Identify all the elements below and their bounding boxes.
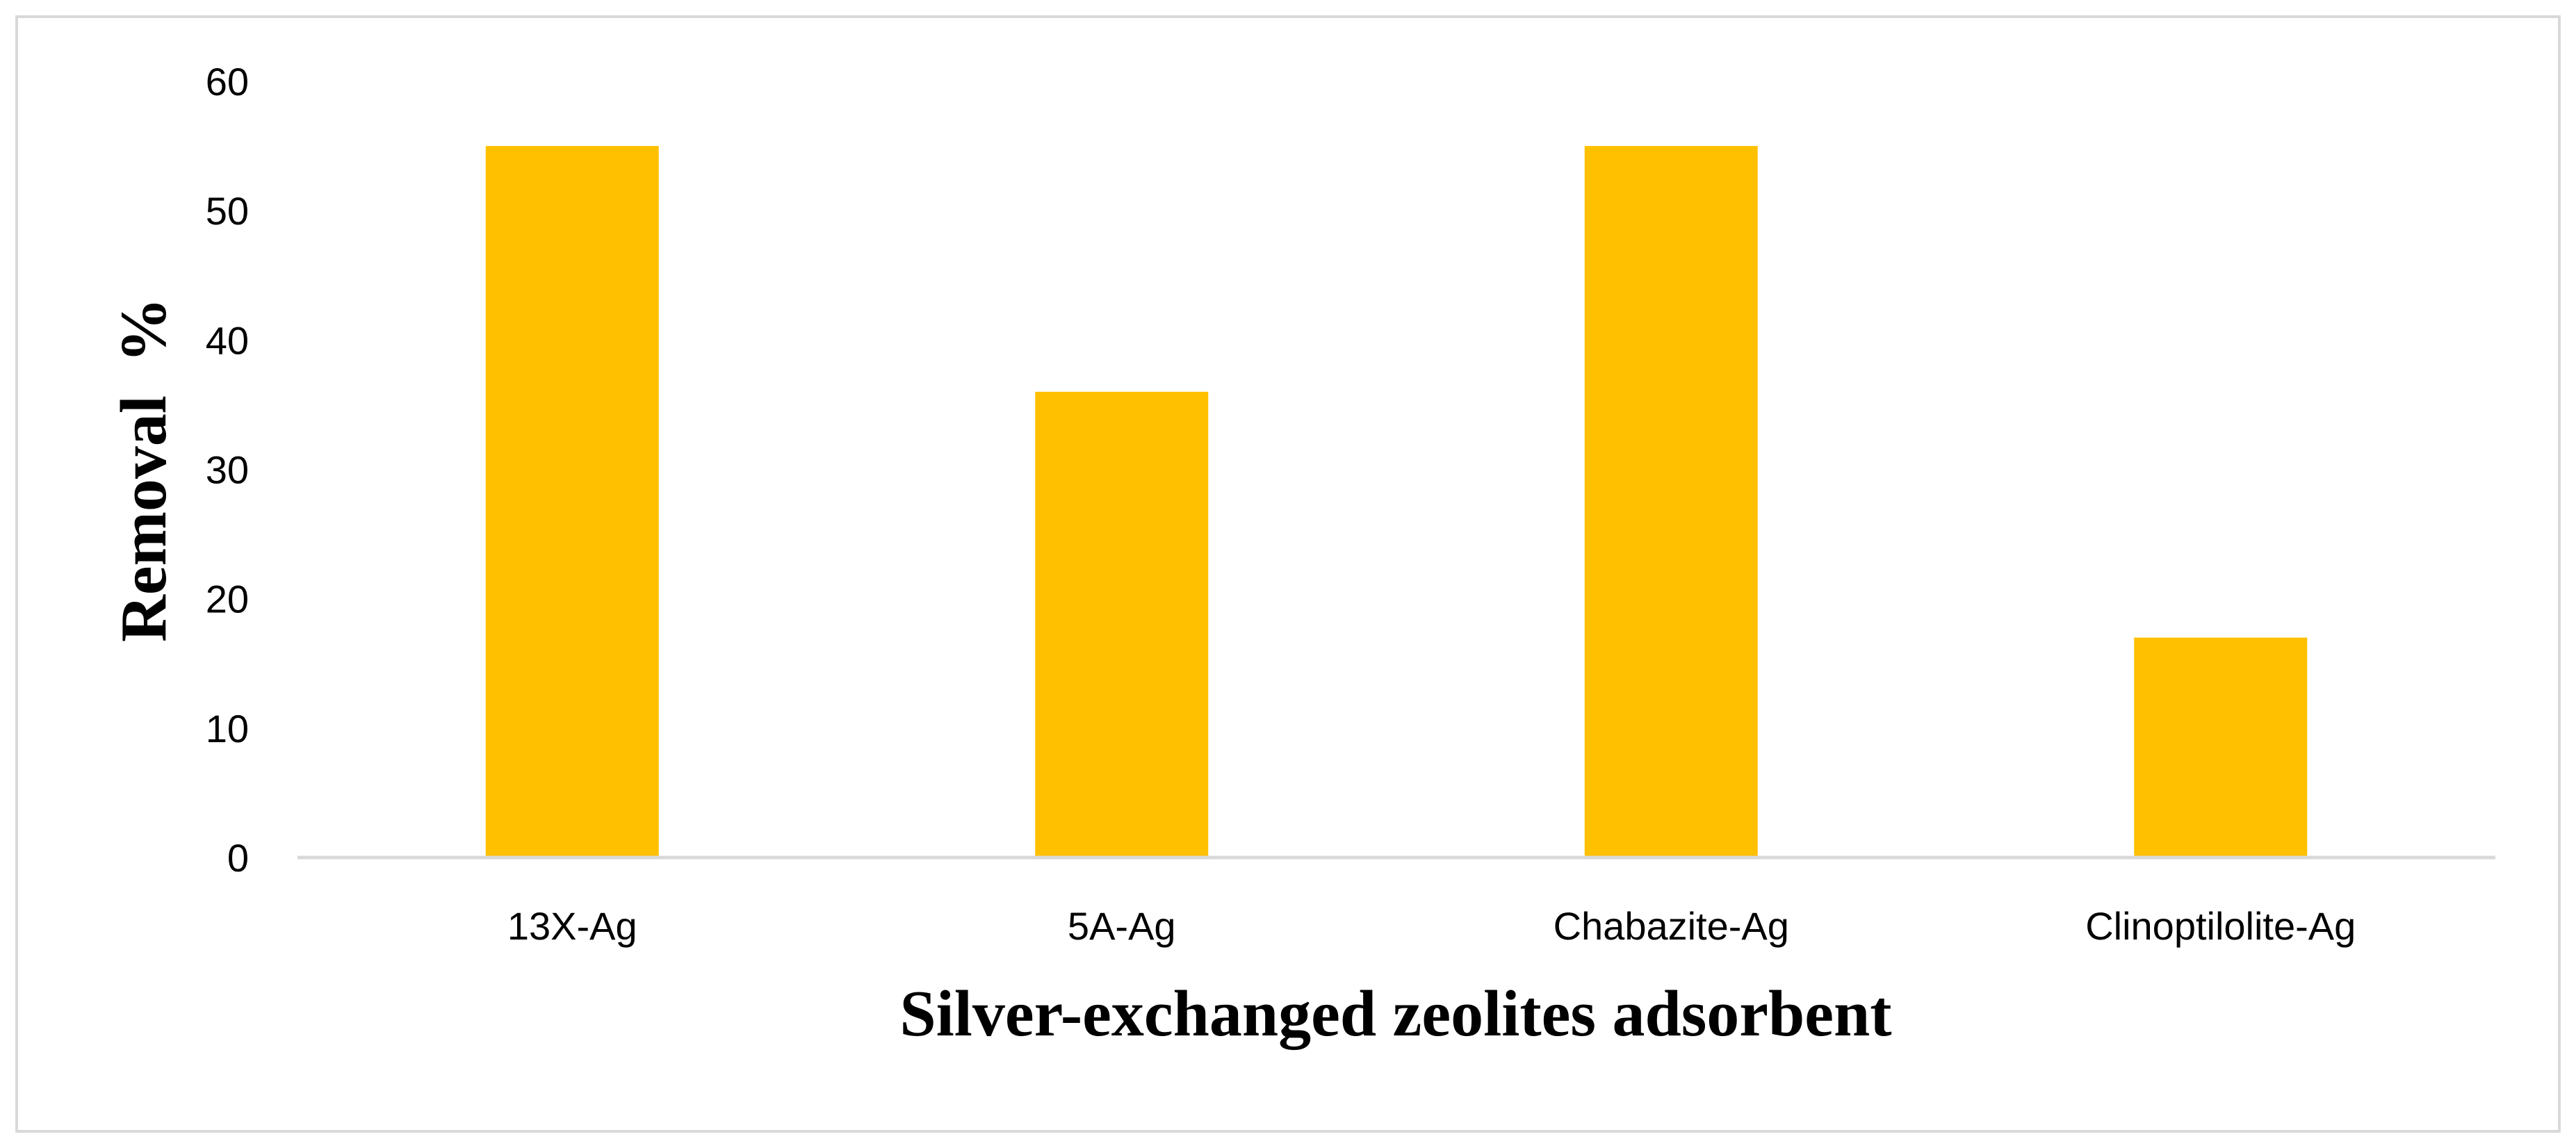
y-axis-ticks: 0 10 20 30 40 50 60 [206, 60, 249, 880]
x-tick-label: 13X-Ag [507, 904, 637, 948]
bar [485, 146, 659, 858]
x-tick-label: Clinoptilolite-Ag [2085, 904, 2356, 948]
bar [1035, 391, 1209, 858]
y-tick-label: 50 [206, 189, 249, 233]
y-tick-label: 20 [206, 577, 249, 621]
y-tick-label: 10 [206, 707, 249, 751]
bar [1584, 146, 1758, 858]
y-axis-title: Removal % [108, 297, 180, 642]
bar [2134, 637, 2308, 858]
x-axis-ticks: 13X-Ag 5A-Ag Chabazite-Ag Clinoptilolite-Ag [507, 904, 2356, 948]
x-axis-title: Silver-exchanged zeolites adsorbent [899, 978, 1891, 1050]
x-tick-label: Chabazite-Ag [1554, 904, 1789, 948]
bars [485, 146, 2308, 858]
y-tick-label: 40 [206, 318, 249, 362]
chart-frame [15, 15, 2561, 1133]
y-tick-label: 60 [206, 60, 249, 104]
x-tick-label: 5A-Ag [1068, 904, 1176, 948]
y-tick-label: 0 [227, 836, 249, 880]
y-tick-label: 30 [206, 448, 249, 492]
